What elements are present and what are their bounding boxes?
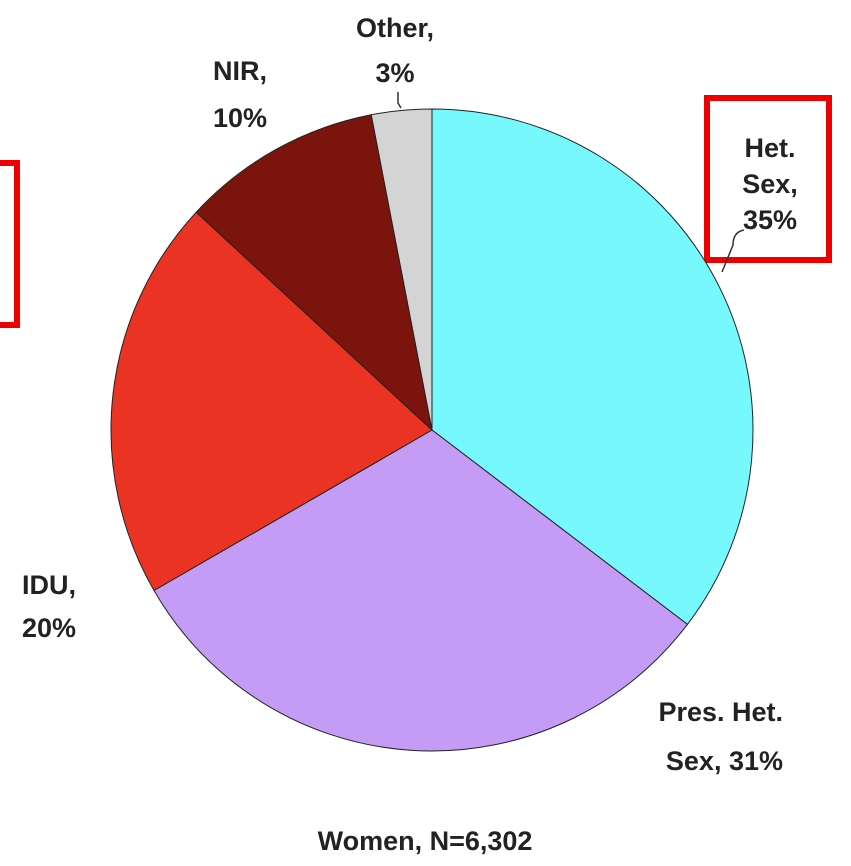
highlight-box xyxy=(0,160,20,328)
pie-slice xyxy=(431,108,754,626)
leader-line xyxy=(721,229,745,273)
slice-label: 10% xyxy=(213,103,267,133)
pie-slice xyxy=(153,429,689,752)
slice-label: Sex, xyxy=(742,169,798,199)
pie-slice xyxy=(370,108,433,431)
chart-title: Women, N=6,302 xyxy=(318,826,533,856)
slice-label: 20% xyxy=(22,613,76,643)
leader-line xyxy=(397,92,402,109)
highlight-box xyxy=(704,95,832,263)
slice-label: IDU, xyxy=(22,570,76,600)
pie-slice xyxy=(110,211,433,592)
slice-label: Het. xyxy=(744,133,795,163)
slice-label: 35% xyxy=(743,205,797,235)
slice-label: Other, xyxy=(356,13,434,43)
pie-slice xyxy=(195,114,433,432)
slice-label: Pres. Het. xyxy=(658,697,783,727)
slice-label: Sex, 31% xyxy=(666,746,783,776)
slice-label: NIR, xyxy=(213,56,267,86)
slice-label: 3% xyxy=(375,58,414,88)
